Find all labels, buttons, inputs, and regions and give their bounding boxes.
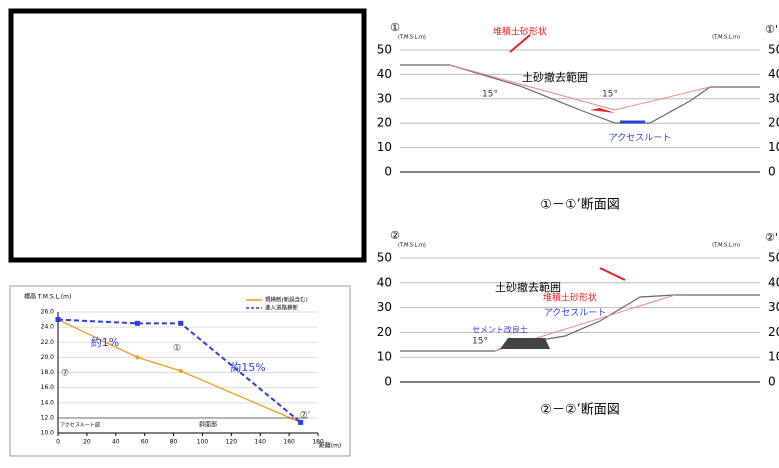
legend-label: 進入道路横断 bbox=[265, 304, 299, 312]
annotation: アクセスルート部 bbox=[60, 422, 100, 429]
note: 土砂撤去範囲 bbox=[522, 70, 588, 84]
y-tick-label: 0 bbox=[768, 375, 776, 389]
y-tick-label: 24.0 bbox=[41, 324, 55, 331]
note: 堆積土砂形状 bbox=[543, 292, 597, 304]
legend-label: 現横断(新設含む) bbox=[265, 296, 308, 304]
annotation: ① bbox=[173, 344, 181, 354]
note: 堆積土砂形状 bbox=[493, 26, 547, 38]
x-tick-label: 20 bbox=[83, 439, 91, 446]
y-tick-label: 20.0 bbox=[41, 354, 55, 361]
x-tick-label: 60 bbox=[141, 439, 149, 446]
y-tick-label: 10.0 bbox=[41, 430, 55, 437]
y-tick-label: 20 bbox=[377, 116, 392, 130]
removal bbox=[590, 108, 615, 113]
note: 15° bbox=[482, 90, 498, 100]
x-tick-label: 0 bbox=[56, 439, 60, 446]
y-tick-label: 0 bbox=[768, 165, 776, 179]
y-tick-label: 30 bbox=[768, 300, 779, 314]
note: 15° bbox=[472, 337, 488, 347]
point bbox=[178, 368, 183, 373]
x-tick-label: 120 bbox=[226, 439, 238, 446]
y-tick-label: 50 bbox=[377, 251, 392, 265]
y-tick-label: 26.0 bbox=[41, 309, 55, 316]
end-label: ②' bbox=[765, 231, 778, 244]
y-tick-label: 30 bbox=[377, 300, 392, 314]
y-tick-label: 10 bbox=[377, 350, 392, 364]
point bbox=[134, 320, 140, 326]
cross-section: 0010102020303040405050①(T.M.S.L.m)(T.M.S… bbox=[377, 21, 779, 213]
arrow bbox=[599, 267, 626, 281]
y-tick-label: 20 bbox=[377, 325, 392, 339]
annotation: ⑦ bbox=[61, 369, 69, 379]
annotation: 斜面部 bbox=[199, 421, 217, 429]
point bbox=[178, 320, 184, 326]
y-tick-label: 10 bbox=[768, 140, 779, 154]
y-tick-label: 0 bbox=[384, 165, 392, 179]
note: アクセスルート bbox=[609, 133, 672, 144]
annotation: 約1% bbox=[91, 335, 119, 349]
unit-label: (T.M.S.L.m) bbox=[398, 243, 426, 249]
y-tick-label: 10 bbox=[377, 140, 392, 154]
x-tick-label: 80 bbox=[170, 439, 178, 446]
y-label: 標高 T.M.S.L.(m) bbox=[24, 293, 71, 301]
y-tick-label: 20 bbox=[768, 325, 779, 339]
y-tick-label: 16.0 bbox=[41, 384, 55, 391]
y-tick-label: 30 bbox=[377, 91, 392, 105]
y-tick-label: 30 bbox=[768, 91, 779, 105]
y-tick-label: 12.0 bbox=[41, 414, 55, 421]
arrow bbox=[509, 34, 531, 53]
start-label: ① bbox=[390, 21, 400, 34]
caption: ①－①’断面図 bbox=[540, 198, 619, 213]
y-tick-label: 22.0 bbox=[41, 339, 55, 346]
x-tick-label: 140 bbox=[254, 439, 266, 446]
point bbox=[55, 317, 61, 323]
note: 15° bbox=[602, 90, 618, 100]
y-tick-label: 40 bbox=[377, 67, 392, 81]
cement-soil bbox=[500, 338, 550, 349]
caption: ②－②’断面図 bbox=[540, 403, 619, 418]
sediment-line bbox=[449, 64, 711, 111]
y-tick-label: 40 bbox=[377, 275, 392, 289]
x-tick-label: 40 bbox=[112, 439, 120, 446]
unit-label: (T.M.S.L.m) bbox=[398, 35, 426, 41]
y-tick-label: 20 bbox=[768, 116, 779, 130]
y-tick-label: 0 bbox=[384, 375, 392, 389]
point bbox=[135, 355, 140, 360]
series-line bbox=[57, 318, 302, 424]
y-tick-label: 18.0 bbox=[41, 369, 55, 376]
x-tick-label: 160 bbox=[283, 439, 295, 446]
x-label: 距離(m) bbox=[319, 442, 342, 450]
y-tick-label: 40 bbox=[768, 275, 779, 289]
unit-label: (T.M.S.L.m) bbox=[712, 243, 740, 249]
annotation: ⑦' bbox=[300, 411, 311, 421]
end-label: ①' bbox=[765, 23, 778, 36]
note: アクセスルート bbox=[544, 308, 607, 319]
y-tick-label: 40 bbox=[768, 67, 779, 81]
unit-label: (T.M.S.L.m) bbox=[712, 35, 740, 41]
y-tick-label: 14.0 bbox=[41, 399, 55, 406]
y-tick-label: 50 bbox=[768, 251, 779, 265]
blank-frame bbox=[8, 8, 367, 263]
start-label: ② bbox=[390, 229, 400, 242]
point bbox=[298, 419, 304, 425]
ground-profile bbox=[400, 64, 760, 124]
y-tick-label: 50 bbox=[377, 43, 392, 57]
annotation: 約15% bbox=[230, 360, 265, 374]
y-tick-label: 50 bbox=[768, 43, 779, 57]
note: セメント改良土 bbox=[472, 325, 528, 335]
x-tick-label: 100 bbox=[197, 439, 209, 446]
note: 土砂撤去範囲 bbox=[495, 280, 561, 294]
y-tick-label: 10 bbox=[768, 350, 779, 364]
series-line bbox=[57, 318, 301, 424]
x-tick-label: 180 bbox=[312, 439, 324, 446]
cross-section: 0010102020303040405050②(T.M.S.L.m)(T.M.S… bbox=[377, 229, 779, 418]
